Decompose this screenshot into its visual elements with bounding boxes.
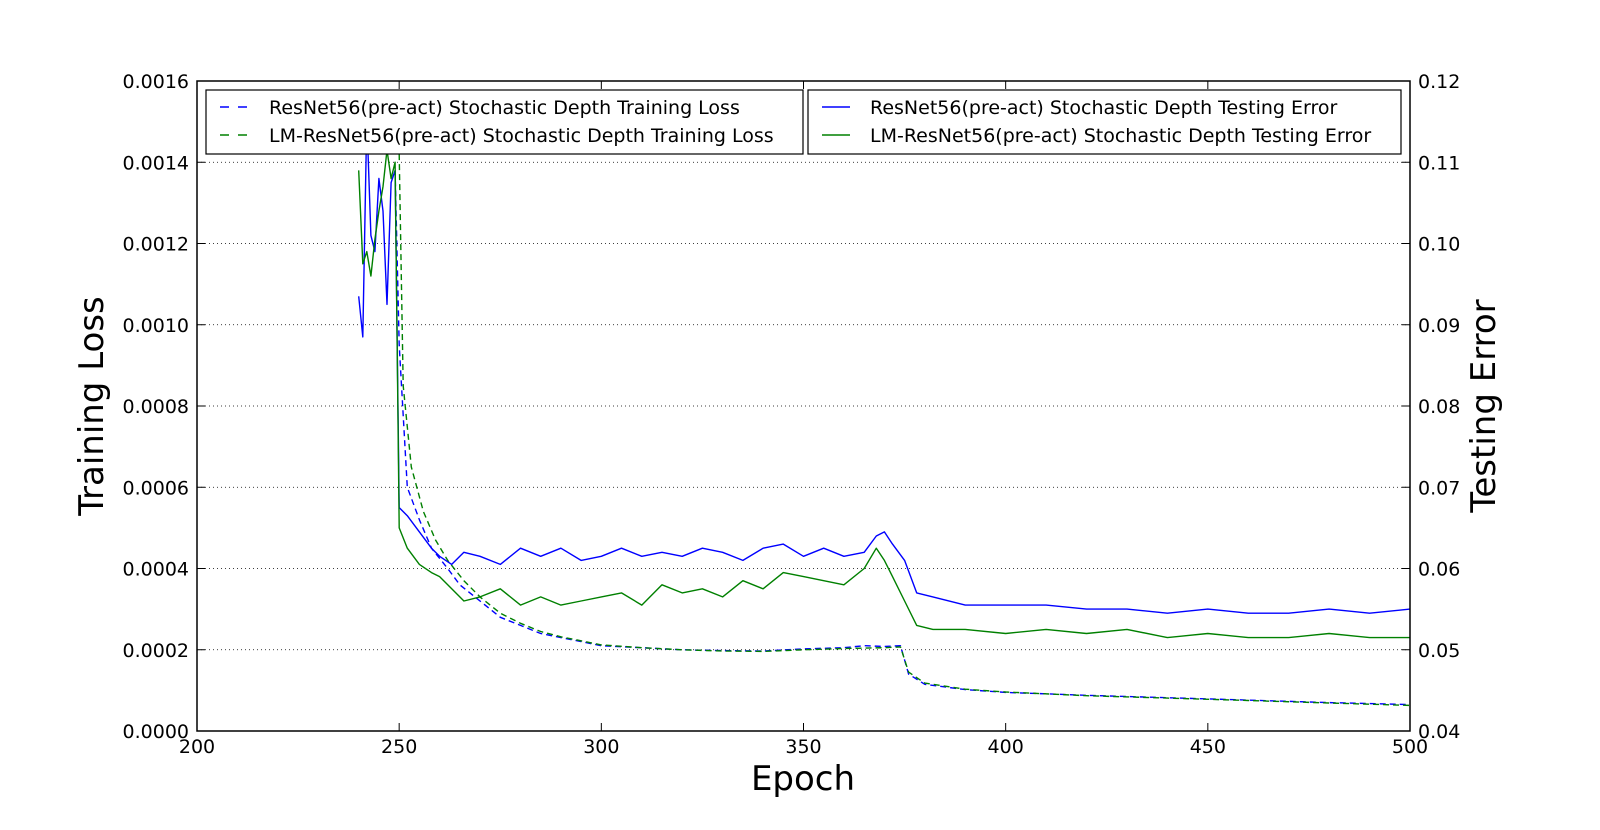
y-axis-label-left: Training Loss	[72, 296, 112, 517]
y-tick-label-left: 0.0014	[123, 152, 189, 174]
x-tick-label: 200	[179, 736, 215, 758]
tick-layer: 0.0000 0.0002 0.0004 0.0006 0.0008 0.0010 0.00…	[123, 71, 1461, 758]
series-lmresnet-testing-error	[358, 149, 1410, 639]
y-axis-label-right: Testing Error	[1464, 299, 1504, 513]
x-tick-label: 400	[988, 736, 1024, 758]
x-tick-label: 350	[785, 736, 821, 758]
x-tick-label: 450	[1190, 736, 1226, 758]
y-tick-label-left: 0.0002	[123, 640, 189, 662]
series-layer	[358, 116, 1411, 707]
x-tick-label: 250	[381, 736, 417, 758]
legend-left-box	[205, 89, 804, 155]
legend-left: ResNet56(pre-act) Stochastic Depth Train…	[205, 89, 804, 155]
x-tick-label: 500	[1392, 736, 1428, 758]
y-tick-label-right: 0.08	[1418, 396, 1460, 418]
y-tick-label-right: 0.05	[1418, 640, 1460, 662]
legend-label-lmresnet-train: LM-ResNet56(pre-act) Stochastic Depth Tr…	[269, 125, 774, 147]
y-tick-label-left: 0.0006	[123, 477, 189, 499]
y-tick-label-left: 0.0016	[123, 71, 189, 93]
legend-label-resnet-test: ResNet56(pre-act) Stochastic Depth Testi…	[870, 97, 1337, 119]
y-tick-label-left: 0.0000	[123, 721, 189, 743]
legend-label-resnet-train: ResNet56(pre-act) Stochastic Depth Train…	[269, 97, 740, 119]
y-tick-label-right: 0.10	[1418, 234, 1460, 256]
legend-label-lmresnet-test: LM-ResNet56(pre-act) Stochastic Depth Te…	[870, 125, 1371, 147]
y-tick-label-right: 0.04	[1418, 721, 1460, 743]
y-tick-label-right: 0.06	[1418, 559, 1460, 581]
y-tick-label-right: 0.12	[1418, 71, 1460, 93]
legend-right-box	[807, 89, 1402, 155]
x-tick-label: 300	[583, 736, 619, 758]
y-tick-label-left: 0.0010	[123, 315, 189, 337]
y-tick-label-right: 0.09	[1418, 315, 1460, 337]
legend-right: ResNet56(pre-act) Stochastic Depth Testi…	[807, 89, 1402, 155]
x-axis-label: Epoch	[751, 759, 855, 799]
series-lmresnet-training-loss	[398, 154, 1411, 707]
y-tick-label-left: 0.0008	[123, 396, 189, 418]
y-tick-label-right: 0.11	[1418, 152, 1460, 174]
y-tick-label-left: 0.0012	[123, 234, 189, 256]
y-tick-label-left: 0.0004	[123, 559, 189, 581]
y-tick-label-right: 0.07	[1418, 477, 1460, 499]
series-resnet-testing-error	[358, 116, 1411, 614]
series-resnet-training-loss	[394, 170, 1411, 706]
